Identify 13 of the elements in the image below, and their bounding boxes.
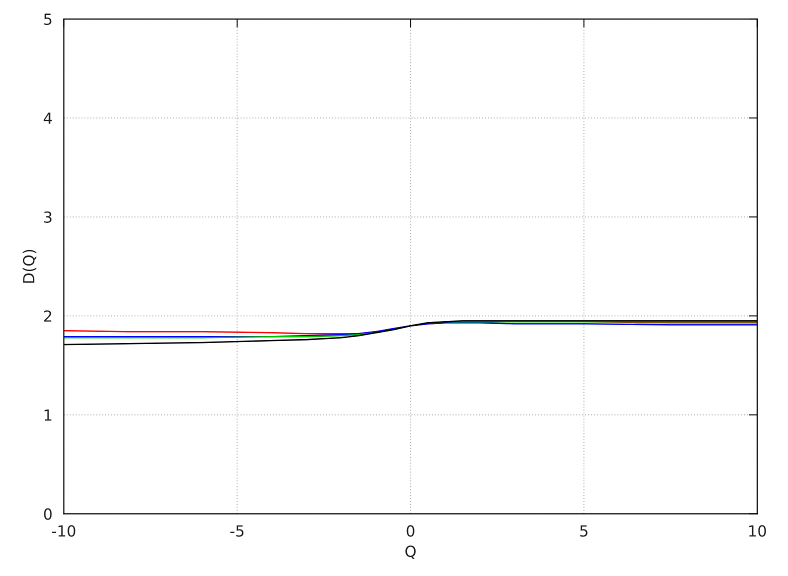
y-axis-title: D(Q) bbox=[22, 250, 36, 283]
y-tick-label: 4 bbox=[44, 112, 52, 124]
x-tick-label: -5 bbox=[230, 525, 244, 537]
y-tick-label: 0 bbox=[44, 508, 52, 520]
x-tick-label: 10 bbox=[749, 525, 766, 537]
y-tick-label: 5 bbox=[44, 14, 52, 26]
x-axis-title: Q bbox=[405, 546, 416, 559]
y-tick-label: 1 bbox=[44, 410, 52, 421]
y-tick-label: 3 bbox=[44, 211, 52, 223]
x-tick-label: -10 bbox=[52, 525, 76, 537]
x-tick-label: 5 bbox=[580, 525, 588, 537]
x-tick-label: 0 bbox=[406, 525, 414, 537]
y-tick-label: 2 bbox=[44, 310, 52, 322]
